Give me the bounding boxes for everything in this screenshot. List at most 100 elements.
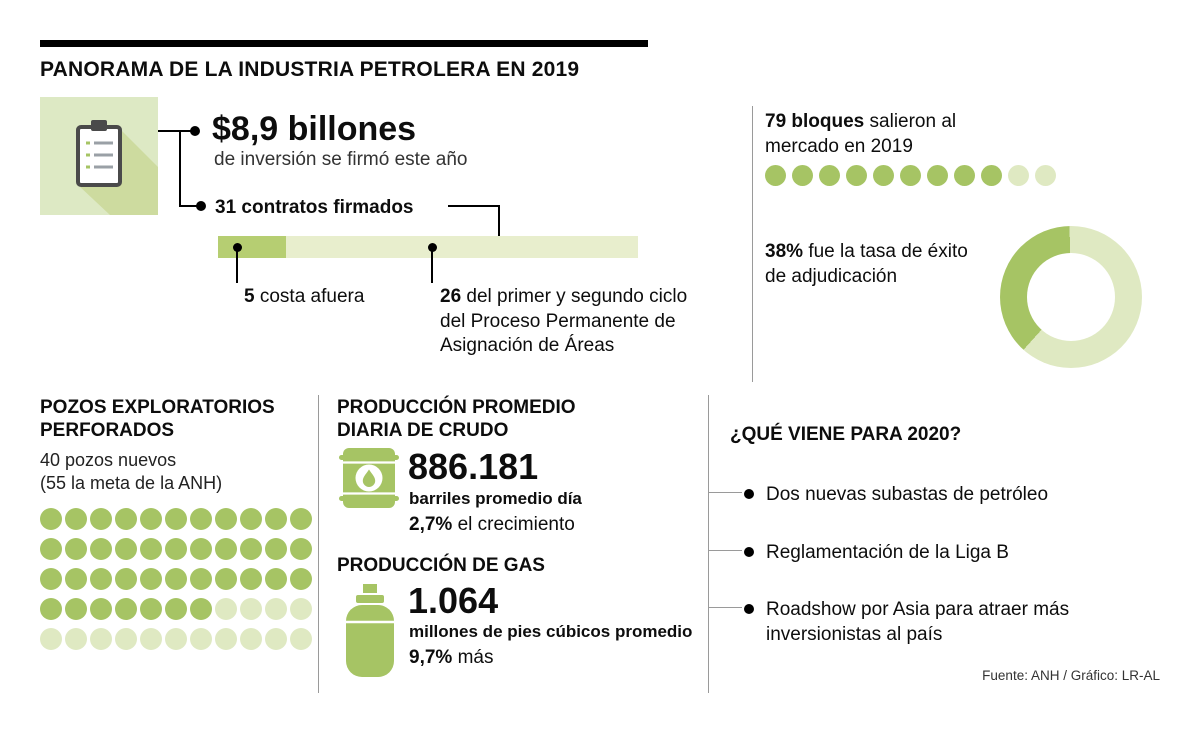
unit-dot [265, 568, 287, 590]
connector-line [179, 130, 181, 207]
bullet-icon [744, 547, 754, 557]
future-item: Dos nuevas subastas de petróleo [766, 484, 1049, 505]
gas-growth: 9,7% más [409, 646, 494, 671]
future-title: ¿QUÉ VIENE PARA 2020? [730, 424, 962, 445]
connector-line [498, 205, 500, 237]
connector-line [708, 492, 742, 493]
blocks-rest: salieron al mercado en 2019 [765, 111, 957, 157]
unit-dot [165, 568, 187, 590]
bullet-icon [744, 604, 754, 614]
bullet-icon [190, 126, 200, 136]
unit-dot [65, 628, 87, 650]
adjudication-text: 38% fue la tasa de éxito de adjudicación [765, 240, 970, 289]
section-divider [708, 395, 709, 693]
unit-dot [240, 508, 262, 530]
wells-title: POZOS EXPLORATORIOS PERFORADOS [40, 397, 275, 442]
unit-dot [140, 508, 162, 530]
bullet-icon [744, 489, 754, 499]
unit-dot [240, 628, 262, 650]
unit-dot [190, 538, 212, 560]
connector-line [236, 250, 238, 283]
future-item: Reglamentación de la Liga B [766, 542, 1009, 563]
unit-dot [115, 508, 137, 530]
unit-dot [115, 628, 137, 650]
offshore-label: 5 costa afuera [244, 285, 364, 310]
unit-dot [65, 568, 87, 590]
connector-line [179, 205, 199, 207]
unit-dot [140, 598, 162, 620]
unit-dot [290, 598, 312, 620]
unit-dot [165, 508, 187, 530]
unit-dot [954, 165, 975, 186]
unit-dot [215, 598, 237, 620]
crude-title: PRODUCCIÓN PROMEDIO DIARIA DE CRUDO [337, 397, 576, 442]
gas-growth-value: 9,7% [409, 647, 458, 668]
unit-dot [290, 508, 312, 530]
ppaa-value: 26 [440, 286, 467, 307]
offshore-text: costa afuera [259, 286, 365, 307]
unit-dot [165, 598, 187, 620]
unit-dot [981, 165, 1002, 186]
bar-marker-offshore [233, 243, 242, 252]
unit-dot [90, 628, 112, 650]
gas-value: 1.064 [408, 580, 499, 621]
unit-dot [115, 598, 137, 620]
source-credit: Fuente: ANH / Gráfico: LR-AL [982, 668, 1160, 683]
unit-dot [90, 538, 112, 560]
crude-growth-text: el crecimiento [457, 514, 575, 535]
bar-marker-ppaa [428, 243, 437, 252]
unit-dot [265, 628, 287, 650]
ppaa-label: 26 del primer y segundo ciclo del Proces… [440, 285, 698, 359]
unit-dot [165, 538, 187, 560]
investment-caption: de inversión se firmó este año [214, 149, 468, 170]
unit-dot [240, 538, 262, 560]
connector-line [708, 607, 742, 608]
wells-sub1: 40 pozos nuevos [40, 450, 177, 470]
adjudication-bold: 38% [765, 241, 809, 262]
blocks-bold: 79 bloques [765, 111, 870, 132]
future-item-row: Dos nuevas subastas de petróleo [744, 483, 1144, 508]
unit-dot [165, 628, 187, 650]
unit-dot [65, 598, 87, 620]
section-divider [752, 106, 753, 382]
crude-growth-value: 2,7% [409, 514, 458, 535]
unit-dot [215, 508, 237, 530]
unit-dot [215, 568, 237, 590]
gas-cylinder-icon [346, 584, 394, 677]
unit-dot [65, 508, 87, 530]
clipboard-icon [76, 120, 158, 215]
unit-dot [40, 508, 62, 530]
connector-line [431, 250, 433, 283]
unit-dot [290, 628, 312, 650]
contracts-bar-offshore-segment [218, 236, 286, 258]
unit-dot [873, 165, 894, 186]
crude-value: 886.181 [408, 446, 539, 487]
contracts-label: 31 contratos firmados [215, 197, 414, 218]
blocks-dot-row [765, 165, 1056, 186]
investment-amount: $8,9 billones [212, 110, 417, 148]
unit-dot [265, 598, 287, 620]
unit-dot [215, 628, 237, 650]
unit-dot [90, 568, 112, 590]
unit-dot [140, 628, 162, 650]
future-item: Roadshow por Asia para atraer más invers… [766, 599, 1070, 645]
title-rule [40, 40, 648, 47]
unit-dot [265, 538, 287, 560]
unit-dot [900, 165, 921, 186]
unit-dot [90, 508, 112, 530]
unit-dot [140, 568, 162, 590]
unit-dot [140, 538, 162, 560]
section-divider [318, 395, 319, 693]
unit-dot [65, 538, 87, 560]
crude-unit: barriles promedio día [409, 489, 582, 508]
unit-dot [1008, 165, 1029, 186]
blocks-text: 79 bloques salieron al mercado en 2019 [765, 110, 965, 159]
unit-dot [290, 568, 312, 590]
unit-dot [215, 538, 237, 560]
unit-dot [792, 165, 813, 186]
unit-dot [290, 538, 312, 560]
connector-line [158, 130, 194, 132]
adjudication-rest: fue la tasa de éxito de adjudicación [765, 241, 968, 287]
unit-dot [240, 568, 262, 590]
